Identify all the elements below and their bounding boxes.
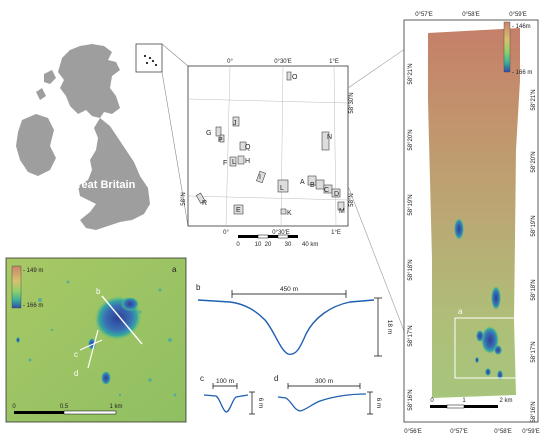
svg-text:30: 30 [285,242,292,248]
survey-legend-min: - 166 m [512,70,532,76]
svg-text:0°59'E: 0°59'E [522,429,540,435]
country-label: Great Britain [69,179,136,191]
svg-text:58°18'N: 58°18'N [531,279,537,300]
site-N: N [327,134,332,141]
locator-lat-right-0: 58°30'N [349,92,355,113]
land-scotland [58,44,120,118]
svg-text:58°17'N: 58°17'N [408,325,414,346]
site-L1: L [232,159,236,166]
svg-text:0°56'E: 0°56'E [404,429,422,435]
overview-map: Great Britain [16,43,189,230]
svg-text:58°21'N: 58°21'N [531,89,537,110]
site-R: R [202,200,207,207]
site-J: J [233,120,237,127]
svg-text:0: 0 [236,242,240,248]
detail-panel: b c d a - 149 m - 166 m 0 0.5 1 km [5,257,187,423]
survey-map: a - 146m - 166 m 0°57'E 0°58'E 0°59'E 0°… [403,12,540,435]
svg-text:1 km: 1 km [109,404,122,410]
site-C: C [324,187,329,194]
detail-mark-c: c [74,350,78,359]
detail-mark-d: d [74,369,78,378]
svg-text:58°16'N: 58°16'N [531,401,537,422]
land-islands [36,70,56,100]
svg-text:0°58'E: 0°58'E [462,12,480,18]
profile-d: d 300 m 6 m [274,374,382,415]
svg-text:0: 0 [12,404,16,410]
locator-scalebar: 0 10 20 30 40 km [236,234,318,248]
svg-text:58°20'N: 58°20'N [408,129,414,150]
locator-lon-top-2: 1°E [329,59,339,65]
profile-d-width: 300 m [315,378,333,385]
svg-text:0°57'E: 0°57'E [415,12,433,18]
locator-lon-bottom-0: 0° [223,230,229,236]
site-G: G [206,130,211,137]
profile-c-line [203,394,249,413]
site-B: B [310,182,315,189]
site-I: I [259,174,261,181]
svg-text:c: c [200,374,204,383]
svg-text:2 km: 2 km [499,398,512,404]
svg-text:58°21'N: 58°21'N [408,63,414,84]
svg-text:0°58'E: 0°58'E [494,429,512,435]
land-england-wales [78,118,150,230]
profile-d-line [277,393,367,412]
locator-lon-bottom-1: 0°30'E [272,230,290,236]
detail-legend-min: - 166 m [23,303,43,309]
svg-text:58°16'N: 58°16'N [408,389,414,410]
profile-c-width: 100 m [216,378,234,385]
svg-text:0°57'E: 0°57'E [450,429,468,435]
north-sea-sites-mini [144,55,157,66]
sites-map: 0° 0°30'E 1°E 0° 0°30'E 1°E 58°N 58°30'N… [181,32,431,399]
site-A: A [300,179,305,186]
svg-text:d: d [274,374,278,383]
profile-b-height: 18 m [386,320,393,334]
svg-text:58°19'N: 58°19'N [531,215,537,236]
svg-text:0.5: 0.5 [60,404,69,410]
profile-b-line [197,299,375,355]
site-H: H [245,158,250,165]
svg-text:58°19'N: 58°19'N [408,194,414,215]
locator-lon-top-1: 0°30'E [274,59,292,65]
profile-b: b 450 m 18 m [196,283,393,357]
locator-lon-top-0: 0° [227,59,233,65]
survey-inset-label: a [458,307,463,316]
profile-d-height: 6 m [375,398,382,409]
svg-text:40 km: 40 km [302,242,318,248]
site-L2: L [280,185,284,192]
profile-c: c 100 m 6 m [200,374,264,415]
locator-lat-right-1: 58°N [349,193,355,206]
svg-text:0: 0 [430,398,434,404]
site-Q: Q [245,144,251,151]
locator-lat-left-0: 58°N [181,192,187,205]
survey-swath [428,28,520,398]
survey-scalebar: 0 1 2 km [430,398,513,409]
site-F: F [223,160,227,167]
svg-text:58°20'N: 58°20'N [531,151,537,172]
site-K: K [287,210,292,217]
detail-panel-label: a [172,265,177,274]
detail-legend-max: - 149 m [23,268,43,274]
svg-text:10: 10 [255,242,262,248]
profile-b-width: 450 m [280,286,298,293]
svg-text:58°18'N: 58°18'N [408,259,414,280]
detail-mark-b: b [96,287,101,296]
land-ireland [16,114,56,176]
svg-text:1: 1 [462,398,466,404]
site-P: P [218,137,223,144]
profile-c-height: 6 m [257,398,264,409]
site-D: D [334,191,339,198]
survey-inset-box [454,317,518,379]
locator-box [135,43,163,73]
site-O: O [292,74,298,81]
locator-lon-bottom-2: 1°E [331,230,341,236]
svg-text:0°59'E: 0°59'E [509,12,527,18]
site-E: E [236,207,241,214]
svg-text:b: b [196,283,201,292]
svg-text:58°17'N: 58°17'N [531,341,537,362]
survey-legend-max: - 146m [512,24,531,30]
site-M: M [339,208,345,215]
detail-scalebar: 0 0.5 1 km [12,404,123,415]
svg-text:20: 20 [265,242,272,248]
